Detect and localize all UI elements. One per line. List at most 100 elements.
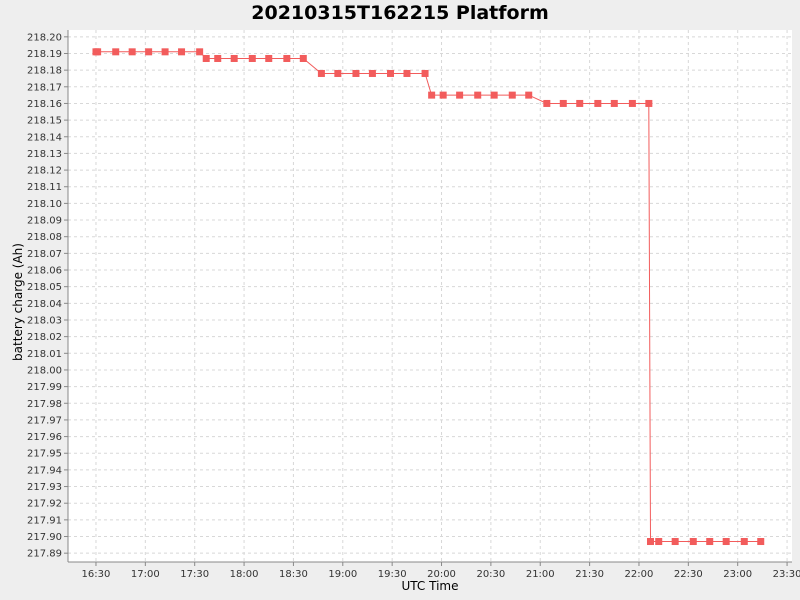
y-tick-label: 217.89 [27,549,62,560]
data-point-marker [248,54,256,62]
axes [67,30,792,563]
data-point-marker [214,54,222,62]
data-point-marker [283,54,291,62]
x-axis-ticks: 16:30 17:00 17:30 18:00 18:30 19:00 19:30 20:00… [82,562,800,580]
data-point-marker [671,538,679,546]
data-point-marker [387,69,395,77]
y-tick-label: 218.01 [27,349,62,360]
x-tick-label: 20:30 [476,569,505,580]
y-tick-label: 218.20 [27,32,62,43]
data-point-marker [525,91,533,99]
data-point-marker [646,538,654,546]
y-tick-label: 217.94 [27,465,62,476]
data-point-marker [655,538,663,546]
y-tick-label: 218.03 [27,315,62,326]
y-tick-label: 218.16 [27,99,62,110]
y-axis-label: battery charge (Ah) [11,243,25,361]
data-point-marker [334,69,342,77]
data-point-marker [456,91,464,99]
y-tick-label: 218.09 [27,216,62,227]
data-point-marker [178,48,186,56]
y-tick-label: 218.17 [27,82,62,93]
y-tick-label: 218.13 [27,149,62,160]
x-axis-label: UTC Time [402,579,459,593]
x-tick-label: 19:00 [328,569,357,580]
y-tick-label: 217.93 [27,482,62,493]
x-tick-label: 21:30 [575,569,604,580]
x-tick-label: 22:30 [674,569,703,580]
data-point-marker [196,48,204,56]
data-point-marker [145,48,153,56]
data-point-marker [299,54,307,62]
data-point-marker [403,69,411,77]
data-point-marker [722,538,730,546]
data-point-marker [706,538,714,546]
x-tick-label: 16:30 [82,569,111,580]
y-tick-label: 217.97 [27,415,62,426]
y-tick-label: 218.15 [27,116,62,127]
data-point-marker [94,48,102,56]
y-tick-label: 217.91 [27,515,62,526]
y-tick-label: 218.10 [27,199,62,210]
data-point-marker [428,91,436,99]
data-point-marker [628,99,636,107]
y-tick-label: 217.92 [27,499,62,510]
plot-area [68,30,792,562]
y-tick-label: 218.05 [27,282,62,293]
y-tick-label: 218.18 [27,66,62,77]
y-tick-label: 218.07 [27,249,62,260]
data-point-marker [230,54,238,62]
data-point-marker [508,91,516,99]
y-tick-label: 217.95 [27,449,62,460]
y-tick-label: 217.98 [27,399,62,410]
data-point-marker [202,54,210,62]
x-tick-label: 22:00 [625,569,654,580]
data-point-marker [490,91,498,99]
y-tick-label: 217.96 [27,432,62,443]
y-tick-label: 218.00 [27,365,62,376]
x-tick-label: 17:30 [180,569,209,580]
data-point-marker [128,48,136,56]
y-axis-ticks: 217.89 217.90 217.91 217.92 217.93 217.94 217.… [27,32,68,560]
data-point-marker [317,69,325,77]
data-point-marker [576,99,584,107]
data-point-marker [439,91,447,99]
data-point-marker [421,69,429,77]
data-point-marker [474,91,482,99]
x-tick-label: 19:30 [378,569,407,580]
series-markers [92,48,765,546]
y-tick-label: 218.08 [27,232,62,243]
y-tick-label: 217.99 [27,382,62,393]
x-tick-label: 23:00 [723,569,752,580]
y-tick-label: 218.14 [27,132,62,143]
y-tick-label: 218.19 [27,49,62,60]
y-tick-label: 218.06 [27,266,62,277]
data-point-marker [161,48,169,56]
data-point-marker [368,69,376,77]
x-tick-label: 18:30 [279,569,308,580]
x-tick-label: 17:00 [131,569,160,580]
data-point-marker [740,538,748,546]
y-tick-label: 218.11 [27,182,62,193]
grid-lines [68,30,792,562]
data-point-marker [610,99,618,107]
x-tick-label: 23:30 [773,569,800,580]
data-point-marker [757,538,765,546]
y-tick-label: 218.04 [27,299,62,310]
y-tick-label: 218.12 [27,166,62,177]
chart-title: 20210315T162215 Platform [251,2,549,24]
data-point-marker [689,538,697,546]
data-point-marker [645,99,653,107]
data-point-marker [543,99,551,107]
data-point-marker [265,54,273,62]
data-point-marker [112,48,120,56]
y-tick-label: 217.90 [27,532,62,543]
data-point-marker [594,99,602,107]
x-tick-label: 20:00 [427,569,456,580]
y-tick-label: 218.02 [27,332,62,343]
x-tick-label: 21:00 [526,569,555,580]
data-point-marker [559,99,567,107]
data-point-marker [352,69,360,77]
